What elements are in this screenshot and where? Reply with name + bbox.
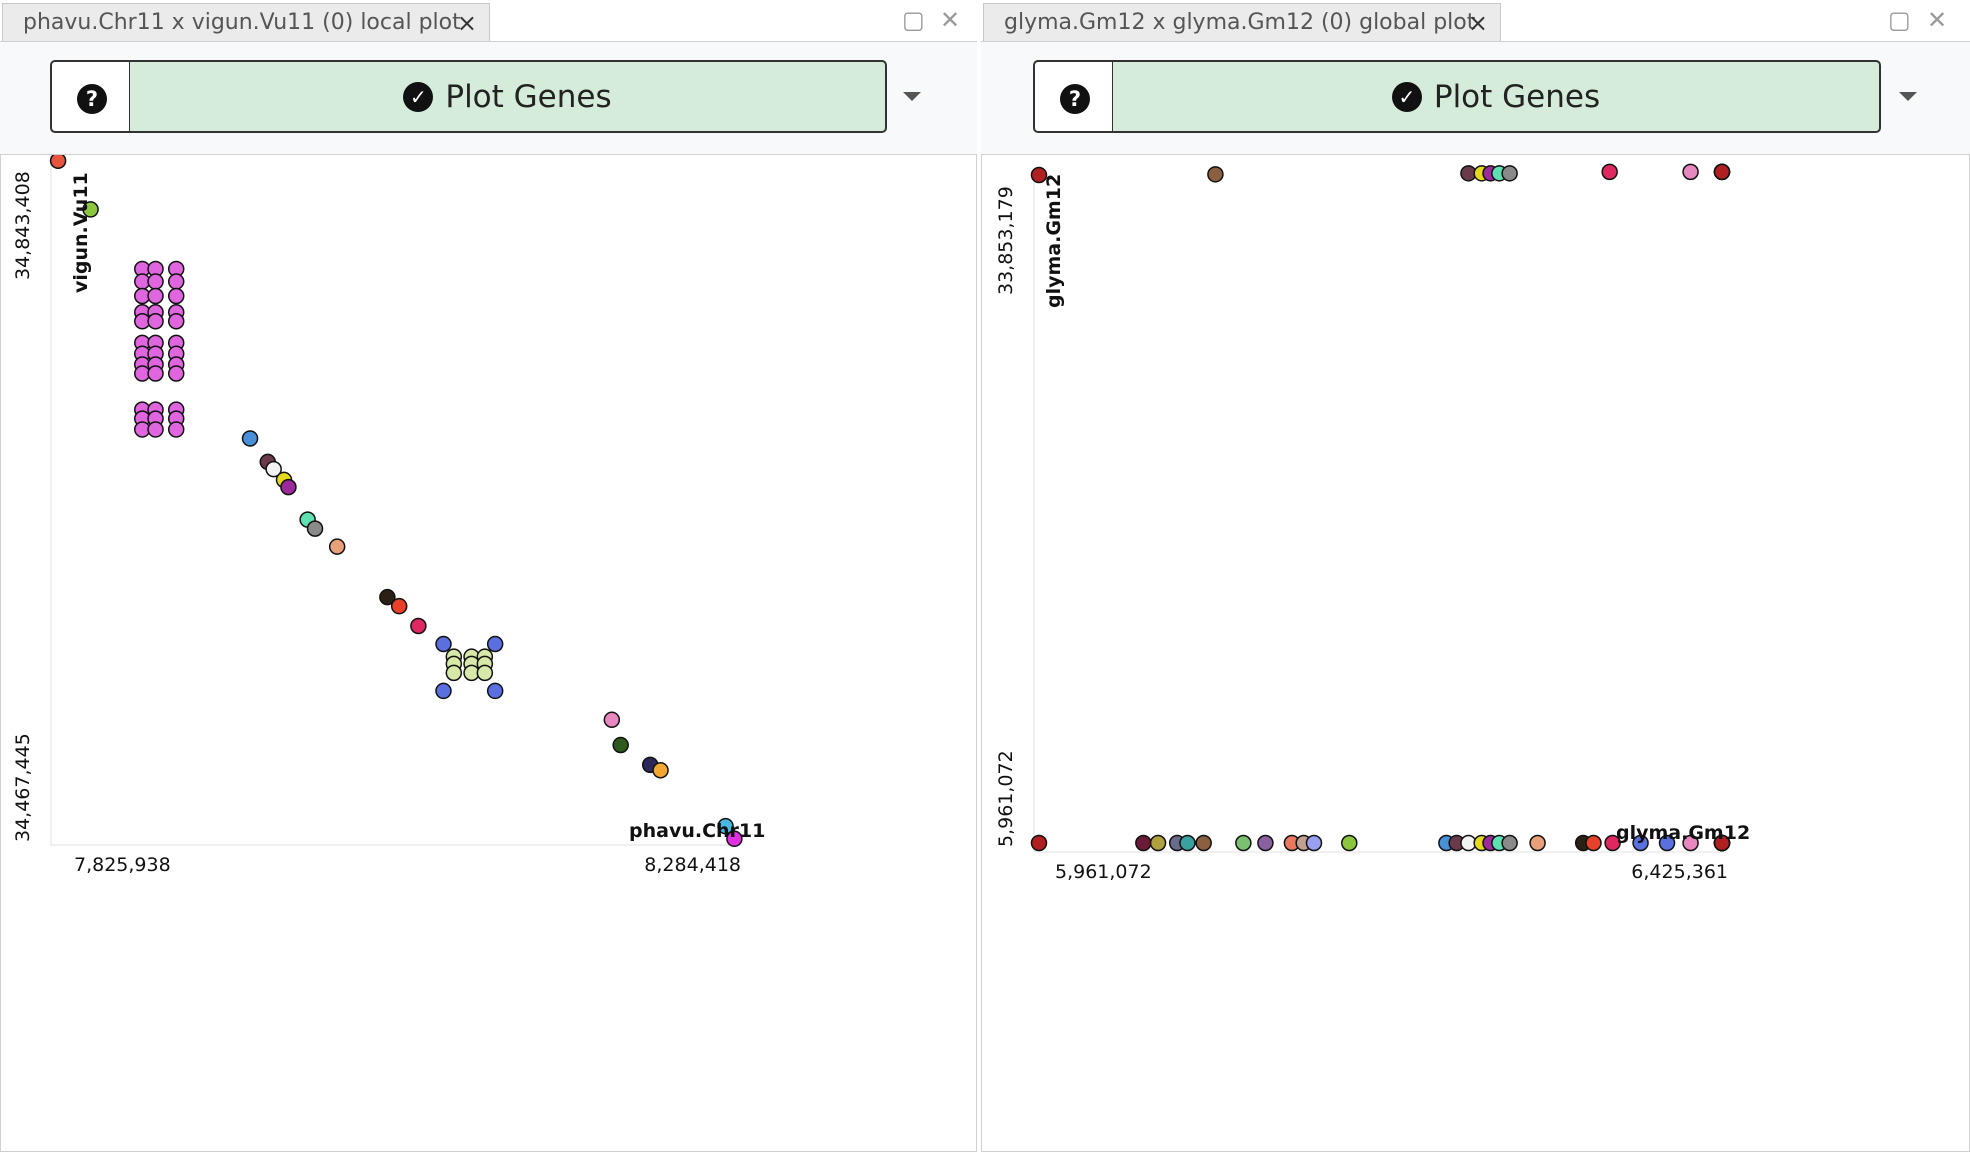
y-tick-label-min: 5,961,072	[995, 750, 1017, 847]
x-tick-label-max: 6,425,361	[1631, 861, 1728, 883]
data-point[interactable]	[265, 460, 282, 478]
data-point[interactable]	[1658, 834, 1676, 852]
data-point[interactable]	[1341, 834, 1358, 852]
y-tick-label-max: 34,843,408	[12, 171, 34, 280]
data-point[interactable]	[147, 421, 164, 438]
close-icon[interactable]: ×	[1467, 9, 1488, 37]
data-point[interactable]	[241, 430, 259, 447]
x-axis-name: glyma.Gm12	[1616, 822, 1750, 844]
data-point[interactable]	[652, 762, 669, 779]
data-point[interactable]	[379, 588, 396, 606]
data-point[interactable]	[410, 617, 427, 635]
maximize-icon[interactable]: ▢	[1888, 6, 1911, 34]
data-point[interactable]	[328, 538, 346, 555]
plot-genes-button[interactable]: ✓ Plot Genes	[130, 60, 887, 133]
local-dot-plot: 34,467,445 34,843,408 7,825,938 8,284,418 vi…	[12, 152, 765, 876]
help-button[interactable]: ?	[1033, 60, 1113, 133]
y-axis-name: glyma.Gm12	[1043, 174, 1065, 308]
data-point[interactable]	[1135, 834, 1152, 852]
global-dot-plot: 5,961,072 33,853,179 5,961,072 6,425,361 gly…	[995, 163, 1750, 883]
data-point[interactable]	[486, 635, 504, 653]
left-toolbar: ? ✓ Plot Genes	[0, 41, 977, 155]
data-point[interactable]	[445, 664, 463, 682]
plot-genes-label: Plot Genes	[445, 78, 612, 115]
close-icon[interactable]: ×	[456, 9, 477, 37]
data-point[interactable]	[49, 152, 67, 169]
tab-local-plot[interactable]: phavu.Chr11 x vigun.Vu11 (0) local plot …	[2, 3, 490, 41]
x-tick-label-min: 5,961,072	[1055, 861, 1152, 883]
data-point[interactable]	[147, 365, 164, 382]
data-point[interactable]	[306, 520, 324, 537]
data-point[interactable]	[1713, 163, 1731, 181]
data-point[interactable]	[167, 365, 185, 382]
data-point[interactable]	[1604, 834, 1621, 852]
left-tab-bar: phavu.Chr11 x vigun.Vu11 (0) local plot …	[0, 0, 977, 41]
data-point[interactable]	[1529, 834, 1546, 852]
data-point[interactable]	[1585, 834, 1602, 852]
check-circle-icon: ✓	[1391, 81, 1422, 112]
data-point[interactable]	[82, 201, 99, 218]
x-tick-label-min: 7,825,938	[74, 854, 171, 876]
data-point[interactable]	[1207, 166, 1224, 183]
plot-genes-label: Plot Genes	[1433, 78, 1601, 115]
tab-title: phavu.Chr11 x vigun.Vu11 (0) local plot	[23, 10, 461, 35]
data-point[interactable]	[1305, 834, 1323, 852]
data-point[interactable]	[612, 736, 629, 754]
right-tab-bar: glyma.Gm12 x glyma.Gm12 (0) global plot …	[981, 0, 1970, 41]
data-point[interactable]	[1682, 834, 1699, 852]
y-tick-label-max: 33,853,179	[995, 186, 1017, 295]
data-point[interactable]	[1030, 834, 1048, 852]
data-point[interactable]	[717, 817, 734, 835]
data-point[interactable]	[1501, 165, 1518, 182]
data-point[interactable]	[435, 635, 452, 653]
right-plot-area: 5,961,072 33,853,179 5,961,072 6,425,361 gly…	[981, 155, 1970, 1152]
data-point[interactable]	[1682, 163, 1699, 181]
tab-title: glyma.Gm12 x glyma.Gm12 (0) global plot	[1004, 10, 1476, 35]
data-point[interactable]	[147, 287, 164, 305]
caret-down-icon[interactable]	[903, 92, 921, 101]
close-icon[interactable]: ✕	[940, 6, 961, 34]
y-axis-name: vigun.Vu11	[70, 172, 92, 293]
data-point[interactable]	[1149, 834, 1167, 852]
data-point[interactable]	[147, 312, 164, 330]
data-point[interactable]	[486, 682, 504, 700]
data-point[interactable]	[390, 597, 408, 615]
left-panel: phavu.Chr11 x vigun.Vu11 (0) local plot …	[0, 0, 977, 1152]
data-point[interactable]	[1501, 834, 1518, 852]
data-point[interactable]	[1195, 834, 1212, 852]
data-point[interactable]	[167, 287, 185, 305]
y-tick-label-min: 34,467,445	[12, 733, 34, 842]
x-tick-label-max: 8,284,418	[644, 854, 741, 876]
data-point[interactable]	[1601, 163, 1618, 181]
data-point[interactable]	[1632, 834, 1649, 852]
data-point[interactable]	[1030, 166, 1048, 184]
data-point[interactable]	[1257, 834, 1274, 852]
tab-global-plot[interactable]: glyma.Gm12 x glyma.Gm12 (0) global plot …	[983, 3, 1501, 41]
question-circle-icon: ?	[1060, 84, 1090, 114]
data-point[interactable]	[1713, 834, 1731, 852]
maximize-icon[interactable]: ▢	[902, 6, 925, 34]
help-button[interactable]: ?	[50, 60, 130, 133]
check-circle-icon: ✓	[403, 81, 434, 112]
question-circle-icon: ?	[77, 84, 107, 114]
left-plot-area: 34,467,445 34,843,408 7,825,938 8,284,418 vi…	[0, 152, 977, 1152]
data-point[interactable]	[280, 478, 297, 496]
data-point[interactable]	[435, 682, 452, 700]
right-panel: glyma.Gm12 x glyma.Gm12 (0) global plot …	[981, 0, 1970, 1152]
right-toolbar: ? ✓ Plot Genes	[981, 41, 1970, 155]
close-icon[interactable]: ✕	[1927, 6, 1948, 34]
caret-down-icon[interactable]	[1899, 92, 1917, 101]
data-point[interactable]	[603, 711, 621, 729]
data-point[interactable]	[167, 312, 185, 330]
plot-genes-button[interactable]: ✓ Plot Genes	[1113, 60, 1881, 133]
data-point[interactable]	[147, 273, 164, 290]
data-point[interactable]	[1179, 834, 1196, 852]
data-point[interactable]	[167, 273, 185, 290]
data-point[interactable]	[167, 421, 185, 438]
data-point[interactable]	[1235, 834, 1252, 852]
data-point[interactable]	[726, 830, 743, 848]
x-axis-name: phavu.Chr11	[629, 820, 765, 842]
data-point[interactable]	[476, 664, 494, 682]
